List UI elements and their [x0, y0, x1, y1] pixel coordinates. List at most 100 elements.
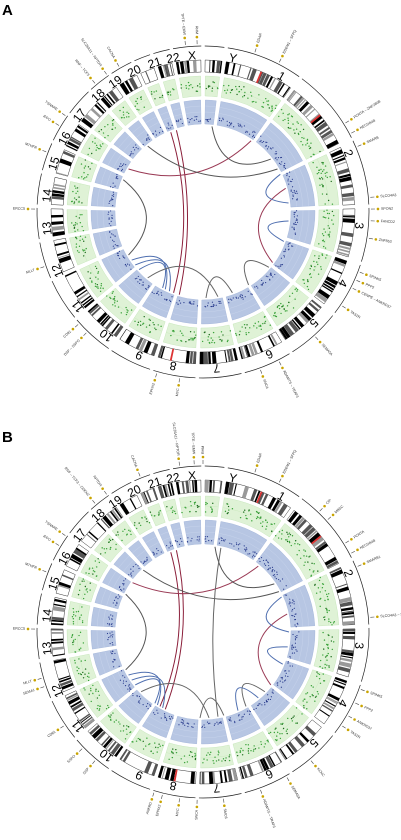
green-track-segment [232, 731, 274, 764]
outer-track-arc [90, 75, 109, 90]
blue-track-point [137, 565, 139, 567]
blue-track-point [260, 135, 262, 137]
green-track-point [193, 503, 196, 505]
blue-track-point [253, 130, 255, 132]
green-track-guide [76, 183, 81, 206]
blue-track-point [114, 659, 116, 661]
green-track-point [224, 759, 226, 762]
blue-track-point [261, 141, 263, 144]
blue-track-point [217, 723, 219, 725]
ideogram-band [89, 724, 100, 735]
green-track-point [81, 620, 84, 622]
green-track-point [319, 682, 322, 685]
gene-marker [281, 474, 284, 478]
green-track-point [286, 728, 289, 731]
green-track-point [112, 119, 115, 121]
blue-track-point [142, 281, 144, 283]
ideogram-band [60, 679, 73, 687]
green-track-point [306, 701, 308, 703]
blue-track-point [120, 670, 123, 672]
green-track-point [71, 635, 74, 637]
green-track-point [141, 517, 143, 519]
green-track-point [275, 104, 277, 107]
ideogram-band [176, 62, 181, 75]
blue-track-point [239, 295, 241, 297]
green-track-guide [89, 139, 100, 157]
gene-label: TAS2R [349, 730, 361, 740]
blue-track-point [112, 193, 115, 195]
green-track-point [328, 212, 331, 215]
blue-track-point [112, 661, 114, 663]
blue-track-point [249, 553, 251, 555]
blue-track-point [243, 545, 245, 547]
ideogram-band [185, 480, 190, 493]
gene-label-tick [92, 760, 96, 764]
green-track-point [224, 510, 227, 513]
gene-marker [89, 764, 92, 768]
outer-track-arc [204, 465, 225, 468]
green-track-point [110, 719, 112, 721]
blue-track-point [291, 647, 293, 649]
green-track-point [74, 185, 76, 187]
green-track-point [102, 132, 105, 134]
green-track-point [140, 98, 142, 100]
green-track-point [318, 257, 320, 260]
blue-track-point [265, 559, 267, 561]
green-track-point [95, 149, 97, 151]
ideogram-band [333, 157, 346, 164]
blue-track-point [282, 681, 284, 683]
chromosome-label: Y [228, 50, 239, 65]
blue-track-point [228, 125, 230, 127]
green-track-point [222, 758, 225, 760]
green-track-point [119, 109, 121, 112]
blue-track-point [163, 713, 166, 715]
chromosome-label: 21 [146, 54, 163, 72]
green-track-point [262, 521, 264, 523]
green-track-point [112, 712, 114, 714]
blue-track-point [279, 580, 281, 582]
green-track-point [71, 200, 73, 203]
gene-label-tick [83, 332, 87, 336]
blue-track-point [232, 297, 234, 299]
green-track-point [75, 187, 77, 189]
ideogram-band [337, 248, 350, 253]
green-track-point [269, 324, 271, 326]
blue-track-guide [102, 630, 105, 648]
green-track-point [303, 564, 305, 566]
green-track-segment [111, 100, 137, 127]
green-track-point [96, 283, 99, 286]
green-track-point [161, 94, 164, 97]
blue-track-point [111, 653, 113, 655]
blue-track-point [137, 148, 139, 150]
green-track-point [211, 90, 213, 92]
ideogram-band [324, 280, 336, 289]
blue-track-point [278, 162, 281, 164]
chromosome-label: 6 [263, 766, 275, 782]
ideogram-band [57, 253, 70, 259]
blue-track-point [110, 623, 112, 625]
green-track-point [79, 214, 81, 216]
ideogram-band [341, 231, 354, 238]
green-track-point [82, 250, 85, 252]
structural-variant-link [132, 565, 259, 595]
green-track-point [317, 171, 320, 174]
green-track-point [321, 253, 323, 255]
blue-track-point [270, 696, 272, 698]
blue-track-point [122, 675, 124, 677]
blue-track-point [227, 298, 230, 300]
blue-track-point [294, 233, 296, 235]
gene-label: SMC6 [223, 808, 228, 818]
green-track-point [254, 748, 257, 750]
gene-marker [281, 54, 284, 58]
blue-track-point [269, 698, 272, 701]
green-track-point [265, 97, 267, 100]
blue-track-point [271, 691, 273, 693]
ideogram-band [176, 482, 181, 495]
chromosome-label: 15 [45, 155, 63, 172]
green-track-segment [200, 744, 234, 769]
outer-track-arc [69, 511, 89, 534]
blue-track-point [139, 279, 141, 281]
green-track-point [303, 282, 306, 285]
gene-label: PPP2 [363, 705, 373, 713]
green-track-point [212, 502, 214, 505]
